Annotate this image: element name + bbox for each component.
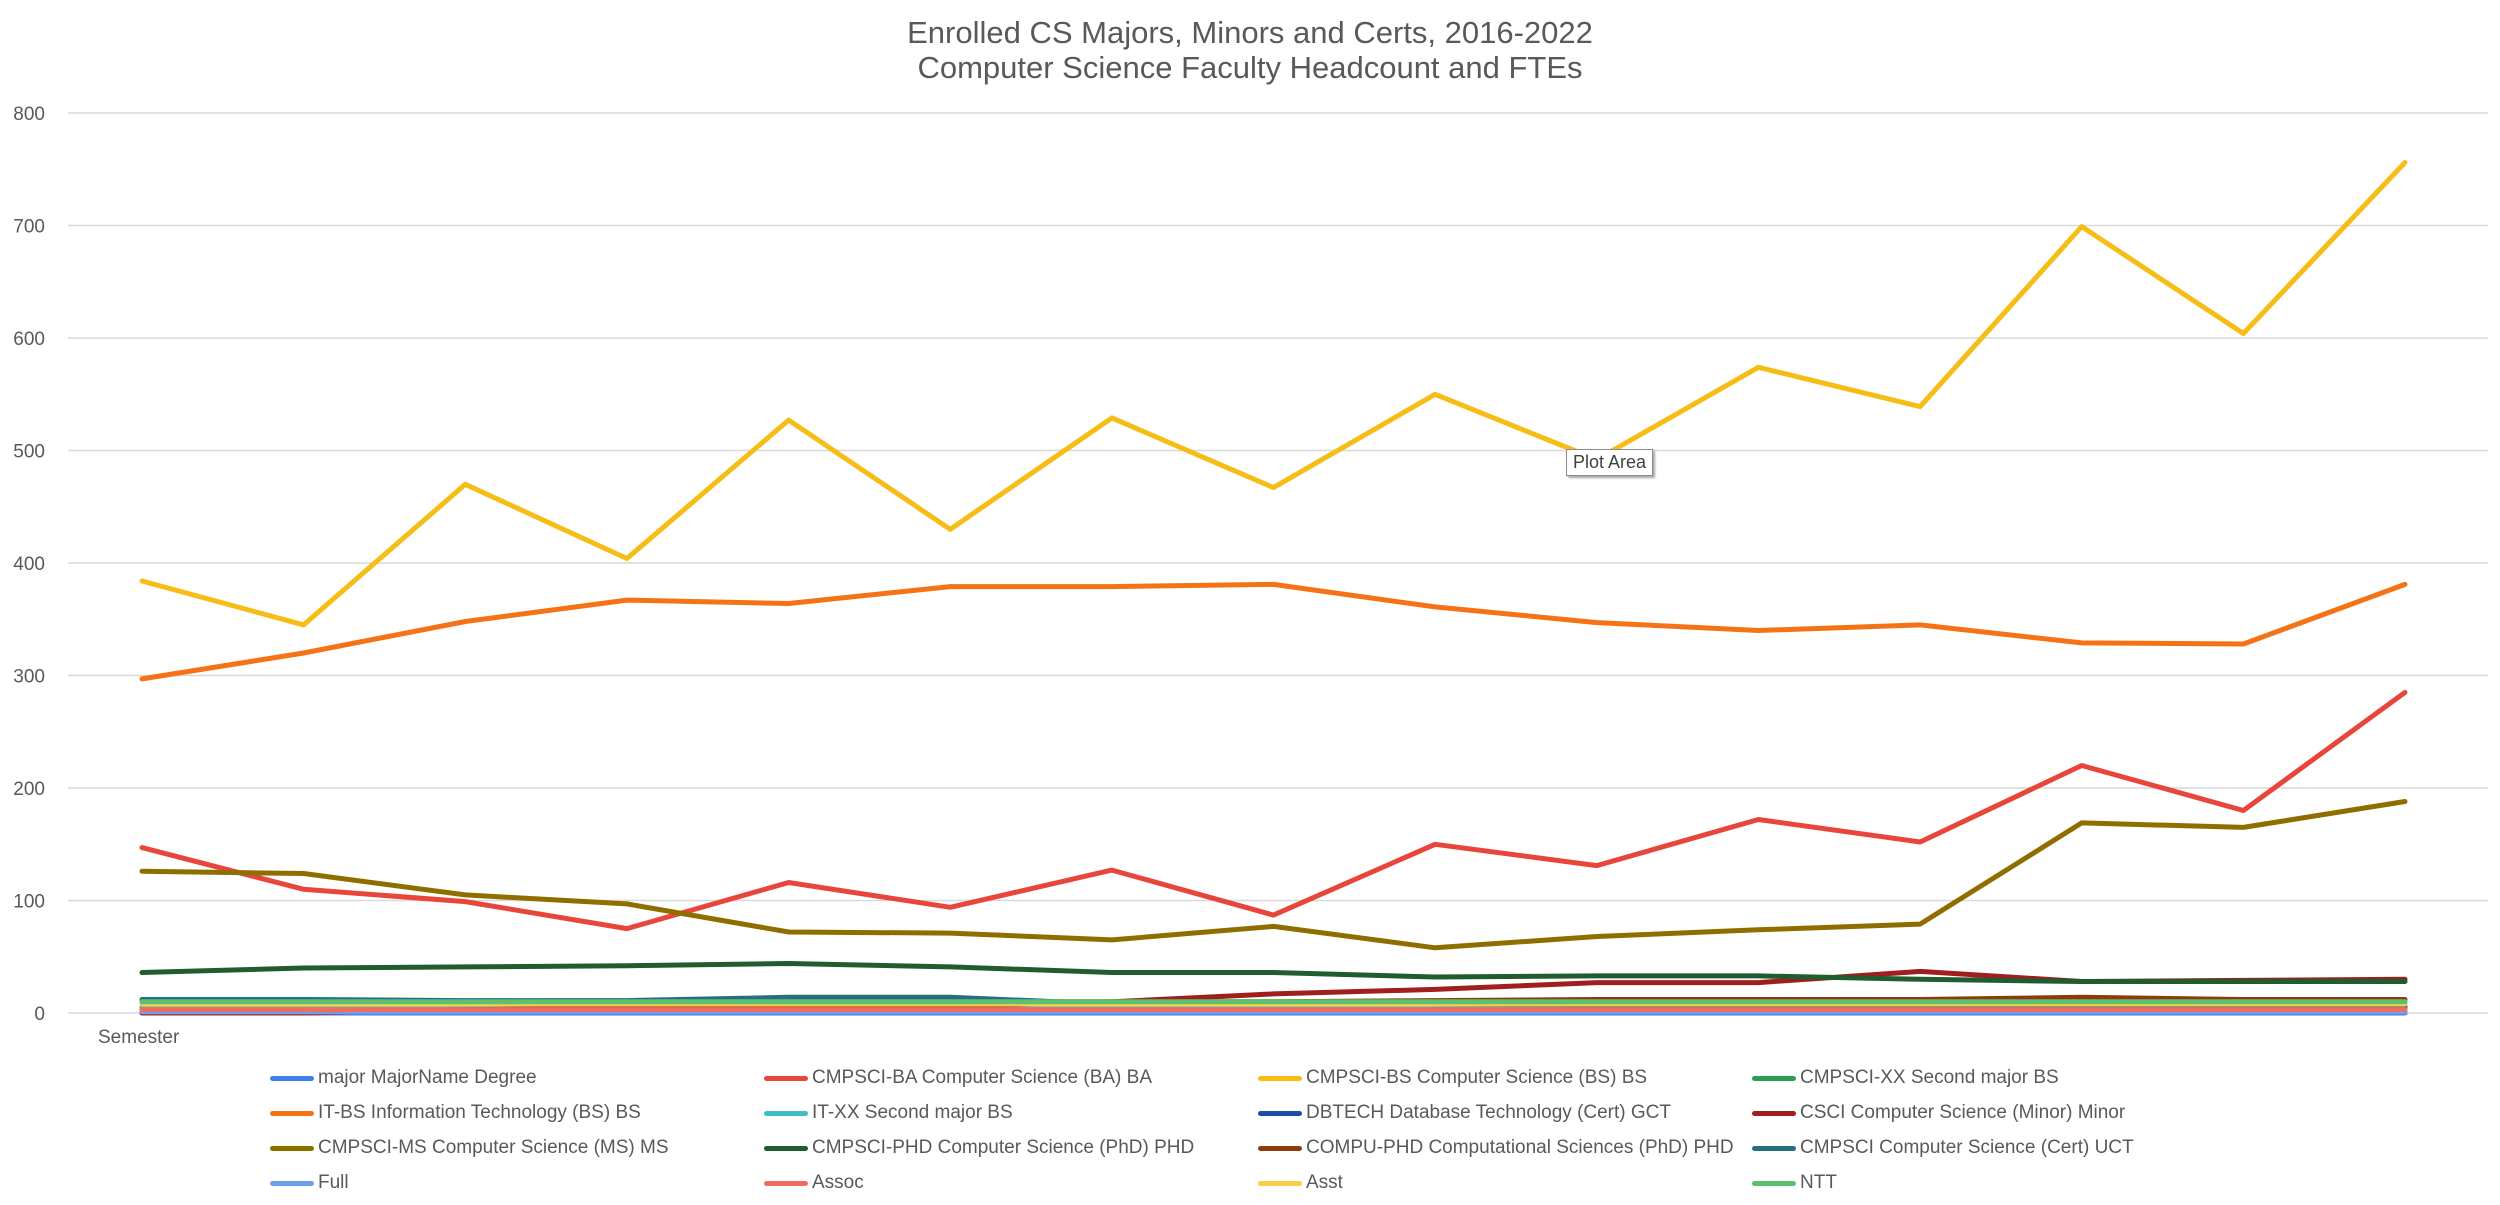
y-tick-label: 200 [13, 779, 45, 800]
y-tick-label: 600 [13, 329, 45, 350]
legend-label: CMPSCI-XX Second major BS [1800, 1067, 2059, 1088]
legend-label: NTT [1800, 1172, 1837, 1193]
legend-item[interactable]: COMPU-PHD Computational Sciences (PhD) P… [1258, 1133, 1734, 1163]
legend-swatch [764, 1075, 808, 1081]
legend-swatch [1752, 1110, 1796, 1116]
legend-label: CMPSCI-MS Computer Science (MS) MS [318, 1137, 669, 1158]
legend-item[interactable]: CMPSCI-BA Computer Science (BA) BA [764, 1063, 1152, 1093]
legend-item[interactable]: major MajorName Degree [270, 1063, 537, 1093]
legend-item[interactable]: Asst [1258, 1168, 1343, 1198]
legend-swatch [1258, 1145, 1302, 1151]
legend-label: major MajorName Degree [318, 1067, 537, 1088]
legend-item[interactable]: NTT [1752, 1168, 1837, 1198]
legend-swatch [270, 1145, 314, 1151]
y-tick-label: 800 [13, 104, 45, 125]
legend-label: Asst [1306, 1172, 1343, 1193]
legend-item[interactable]: Full [270, 1168, 349, 1198]
line-chart[interactable]: 0 100 200 300 400 500 600 700 800 Semester [0, 0, 2500, 1060]
y-tick-label: 0 [34, 1004, 45, 1025]
y-tick-label: 400 [13, 554, 45, 575]
legend-item[interactable]: CMPSCI-BS Computer Science (BS) BS [1258, 1063, 1647, 1093]
series-line-2[interactable] [139, 160, 2408, 628]
legend-item[interactable]: CMPSCI-XX Second major BS [1752, 1063, 2059, 1093]
series-line-4[interactable] [139, 581, 2408, 682]
legend-label: IT-XX Second major BS [812, 1102, 1013, 1123]
legend-label: Assoc [812, 1172, 864, 1193]
series-line-9[interactable] [139, 961, 2408, 984]
y-axis-ticks: 0 100 200 300 400 500 600 700 800 [13, 104, 45, 1025]
legend-swatch [1752, 1075, 1796, 1081]
y-tick-label: 300 [13, 667, 45, 688]
legend-label: Full [318, 1172, 349, 1193]
legend-item[interactable]: IT-XX Second major BS [764, 1098, 1013, 1128]
plot-area-tooltip: Plot Area [1566, 449, 1654, 476]
legend-item[interactable]: CSCI Computer Science (Minor) Minor [1752, 1098, 2125, 1128]
series-lines[interactable] [139, 160, 2408, 1016]
y-tick-label: 500 [13, 442, 45, 463]
legend-label: CMPSCI Computer Science (Cert) UCT [1800, 1137, 2134, 1158]
gridlines [68, 112, 2488, 1014]
legend-swatch [764, 1145, 808, 1151]
legend-item[interactable]: CMPSCI Computer Science (Cert) UCT [1752, 1133, 2134, 1163]
legend-label: COMPU-PHD Computational Sciences (PhD) P… [1306, 1137, 1734, 1158]
legend-item[interactable]: DBTECH Database Technology (Cert) GCT [1258, 1098, 1671, 1128]
chart-title: Enrolled CS Majors, Minors and Certs, 20… [907, 15, 1593, 50]
legend-item[interactable]: Assoc [764, 1168, 864, 1198]
legend-swatch [1258, 1180, 1302, 1186]
legend-label: CSCI Computer Science (Minor) Minor [1800, 1102, 2126, 1123]
legend-label: CMPSCI-BS Computer Science (BS) BS [1306, 1067, 1648, 1088]
series-line-8[interactable] [139, 799, 2408, 951]
y-tick-label: 100 [13, 892, 45, 913]
legend-item[interactable]: CMPSCI-MS Computer Science (MS) MS [270, 1133, 669, 1163]
legend-swatch [1258, 1075, 1302, 1081]
legend-label: IT-BS Information Technology (BS) BS [318, 1102, 641, 1123]
legend-swatch [764, 1180, 808, 1186]
legend-swatch [1752, 1180, 1796, 1186]
legend-swatch [1752, 1145, 1796, 1151]
legend-swatch [1258, 1110, 1302, 1116]
legend-swatch [764, 1110, 808, 1116]
y-tick-label: 700 [13, 217, 45, 238]
chart-subtitle: Computer Science Faculty Headcount and F… [917, 50, 1583, 85]
legend-item[interactable]: IT-BS Information Technology (BS) BS [270, 1098, 641, 1128]
legend-swatch [270, 1075, 314, 1081]
legend-label: DBTECH Database Technology (Cert) GCT [1306, 1102, 1671, 1123]
legend-item[interactable]: CMPSCI-PHD Computer Science (PhD) PHD [764, 1133, 1194, 1163]
legend-swatch [270, 1180, 314, 1186]
series-line-1[interactable] [139, 689, 2408, 932]
x-axis-label: Semester [98, 1027, 180, 1048]
legend-swatch [270, 1110, 314, 1116]
legend-label: CMPSCI-PHD Computer Science (PhD) PHD [812, 1137, 1195, 1158]
legend-label: CMPSCI-BA Computer Science (BA) BA [812, 1067, 1152, 1088]
